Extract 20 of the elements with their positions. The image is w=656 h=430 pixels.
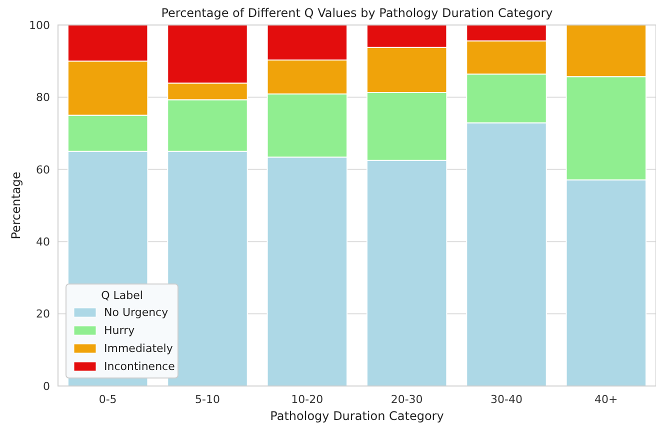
x-tick-label: 5-10 bbox=[195, 393, 220, 406]
x-tick-label: 20-30 bbox=[390, 393, 423, 406]
x-tick-label: 40+ bbox=[594, 393, 618, 406]
legend-label: Incontinence bbox=[104, 360, 176, 373]
x-tick-label: 0-5 bbox=[98, 393, 117, 406]
legend-label: No Urgency bbox=[104, 306, 169, 319]
y-axis-title: Percentage bbox=[9, 172, 23, 240]
y-tick-label: 40 bbox=[36, 235, 50, 248]
y-tick-label: 80 bbox=[36, 91, 50, 104]
x-tick-label: 30-40 bbox=[490, 393, 522, 406]
legend-title: Q Label bbox=[101, 289, 143, 302]
x-axis-title: Pathology Duration Category bbox=[270, 409, 444, 423]
y-tick-label: 60 bbox=[36, 163, 50, 176]
y-tick-label: 20 bbox=[36, 308, 50, 321]
chart-title: Percentage of Different Q Values by Pathology Duration Category bbox=[161, 6, 553, 20]
x-tick-label: 10-20 bbox=[291, 393, 324, 406]
legend-label: Immediately bbox=[104, 342, 174, 355]
y-tick-label: 100 bbox=[29, 18, 50, 32]
y-tick-label: 0 bbox=[43, 380, 50, 393]
legend-label: Hurry bbox=[104, 324, 136, 337]
